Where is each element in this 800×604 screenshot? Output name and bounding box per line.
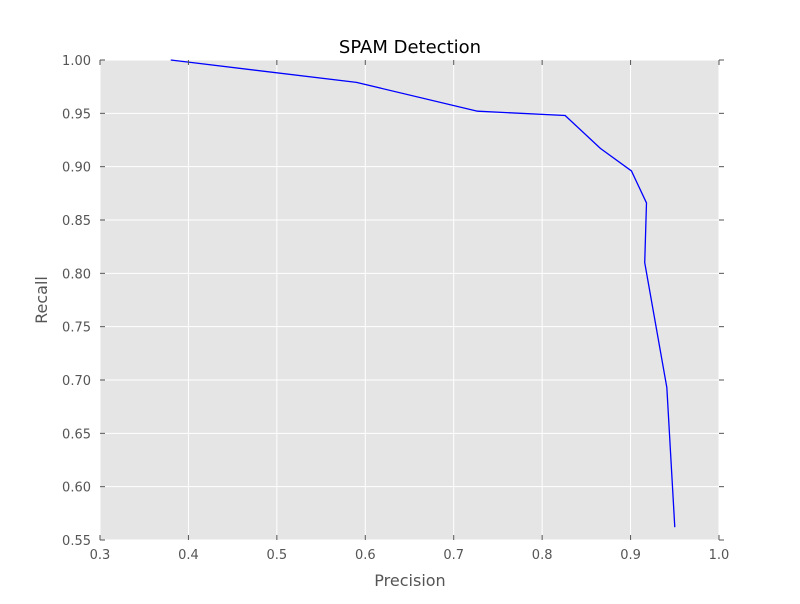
series-layer xyxy=(170,59,676,528)
precision-recall-line xyxy=(170,59,676,528)
y-tick-label: 0.70 xyxy=(62,374,91,389)
y-tick-label: 0.60 xyxy=(62,481,91,496)
tick-marks xyxy=(99,59,724,541)
x-tick-label: 0.7 xyxy=(443,548,464,563)
x-tick-labels: 0.3 0.4 0.5 0.6 0.7 0.8 0.9 1.0 xyxy=(90,548,730,563)
plot-background xyxy=(100,60,719,540)
y-tick-label: 0.65 xyxy=(62,427,91,442)
x-tick-label: 0.5 xyxy=(267,548,288,563)
y-tick-label: 0.75 xyxy=(62,321,91,336)
y-tick-label: 0.80 xyxy=(62,267,91,282)
x-tick-label: 0.9 xyxy=(620,548,641,563)
y-tick-label: 0.55 xyxy=(62,534,91,549)
y-axis-label: Recall xyxy=(32,276,51,324)
gridlines xyxy=(99,59,720,541)
x-tick-label: 0.6 xyxy=(355,548,376,563)
x-tick-label: 0.4 xyxy=(178,548,199,563)
y-tick-labels: 0.55 0.60 0.65 0.70 0.75 0.80 0.85 0.90 0.95 1.00 xyxy=(62,54,91,549)
x-tick-label: 0.8 xyxy=(532,548,553,563)
y-tick-label: 0.95 xyxy=(62,107,91,122)
y-tick-label: 0.85 xyxy=(62,214,91,229)
x-tick-label: 1.0 xyxy=(709,548,730,563)
y-tick-label: 0.90 xyxy=(62,161,91,176)
x-tick-label: 0.3 xyxy=(90,548,111,563)
x-axis-label: Precision xyxy=(374,571,445,590)
chart-title: SPAM Detection xyxy=(339,37,481,58)
y-tick-label: 1.00 xyxy=(62,54,91,69)
